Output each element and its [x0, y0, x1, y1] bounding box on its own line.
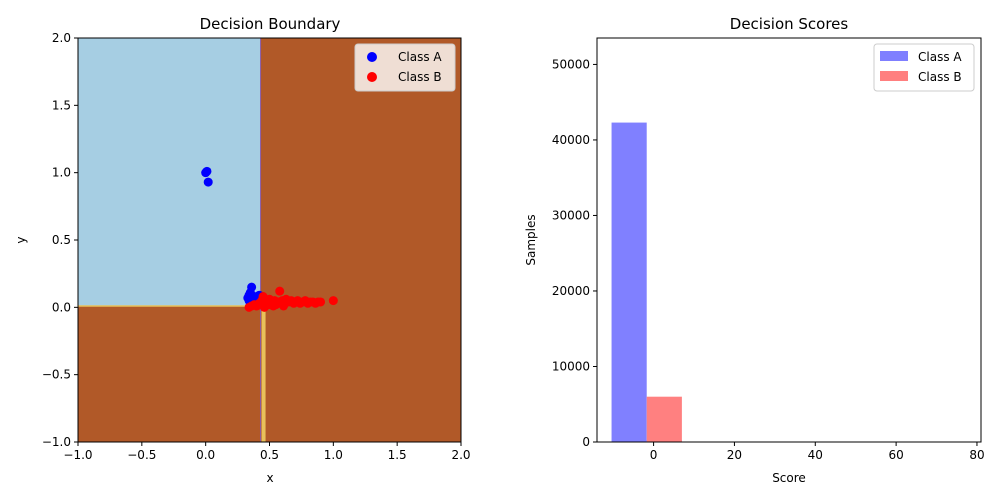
decision-scores-x-ticks: 0 20 40 60 80: [650, 442, 985, 462]
decision-boundary-x-label: x: [266, 471, 273, 485]
x-tick-label: 40: [808, 448, 823, 462]
legend-label-class-b: Class B: [398, 70, 442, 84]
decision-boundary-panel: Decision Boundary x y −1.0 −0.5 0.0 0.5 1.0 1…: [14, 15, 471, 485]
class-b-point: [259, 302, 269, 312]
y-tick-label: 40000: [552, 133, 590, 147]
x-tick-label: 0: [650, 448, 658, 462]
legend-label-class-b: Class B: [918, 70, 962, 84]
decision-scores-plot-area: [596, 37, 982, 443]
decision-scores-title: Decision Scores: [730, 15, 849, 33]
decision-scores-legend: Class A Class B: [873, 43, 975, 92]
decision-scores-panel: Decision Scores Score Samples 0 20 40 60 80 …: [524, 15, 985, 485]
class-a-region: [78, 38, 261, 306]
x-tick-label: 2.0: [451, 448, 470, 462]
x-tick-label: 1.5: [388, 448, 407, 462]
x-tick-label: 0.5: [260, 448, 279, 462]
x-tick-label: −1.0: [63, 448, 92, 462]
y-tick-label: 0.0: [52, 300, 71, 314]
class-b-point: [279, 301, 289, 311]
legend-swatch-class-a: [880, 51, 908, 61]
decision-boundary-plot-area: [77, 37, 462, 443]
legend-box: [354, 43, 456, 92]
legend-marker-class-b: [367, 72, 377, 82]
legend-marker-class-a: [367, 52, 377, 62]
legend-label-class-a: Class A: [398, 50, 442, 64]
class-a-bar: [611, 122, 647, 443]
y-tick-label: 0: [582, 435, 590, 449]
y-tick-label: 50000: [552, 57, 590, 71]
y-tick-label: 1.0: [52, 166, 71, 180]
decision-boundary-y-ticks: −1.0 −0.5 0.0 0.5 1.0 1.5 2.0: [42, 31, 78, 449]
y-tick-label: 10000: [552, 359, 590, 373]
y-tick-label: 2.0: [52, 31, 71, 45]
boundary-strip: [261, 305, 266, 442]
decision-scores-x-label: Score: [772, 471, 806, 485]
decision-scores-y-label: Samples: [524, 214, 538, 265]
decision-boundary-x-ticks: −1.0 −0.5 0.0 0.5 1.0 1.5 2.0: [63, 442, 471, 462]
x-tick-label: 20: [727, 448, 742, 462]
axes-frame: [596, 37, 982, 443]
legend-swatch-class-b: [880, 71, 908, 81]
legend-label-class-a: Class A: [918, 50, 962, 64]
class-b-point: [316, 297, 326, 307]
decision-scores-y-ticks: 0 10000 20000 30000 40000 50000: [552, 57, 597, 449]
class-b-bar: [646, 396, 682, 442]
decision-boundary-title: Decision Boundary: [200, 15, 341, 33]
class-b-point: [268, 301, 278, 311]
x-tick-label: 80: [969, 448, 984, 462]
x-tick-label: −0.5: [127, 448, 156, 462]
y-tick-label: 30000: [552, 208, 590, 222]
class-b-point: [328, 296, 338, 306]
class-a-point: [202, 166, 212, 176]
y-tick-label: 1.5: [52, 98, 71, 112]
y-tick-label: 20000: [552, 284, 590, 298]
class-b-point: [275, 286, 285, 296]
y-tick-label: −1.0: [42, 435, 71, 449]
class-a-point: [203, 177, 213, 187]
y-tick-label: 0.5: [52, 233, 71, 247]
y-tick-label: −0.5: [42, 368, 71, 382]
decision-boundary-y-label: y: [14, 236, 28, 243]
class-a-point: [247, 282, 257, 292]
x-tick-label: 0.0: [196, 448, 215, 462]
decision-boundary-legend: Class A Class B: [354, 43, 456, 92]
x-tick-label: 60: [888, 448, 903, 462]
x-tick-label: 1.0: [324, 448, 343, 462]
